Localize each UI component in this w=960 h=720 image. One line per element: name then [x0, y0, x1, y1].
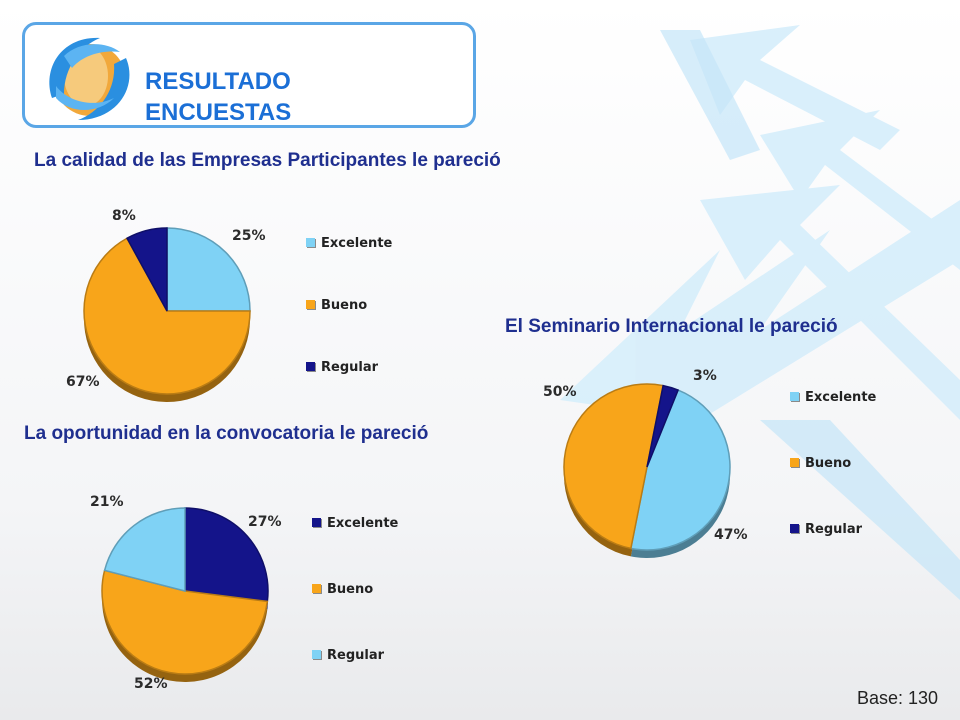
- legend-label: Bueno: [321, 298, 368, 313]
- chart-3-title: El Seminario Internacional le pareció: [505, 313, 885, 340]
- globe-logo-icon: [49, 37, 130, 120]
- legend-label: Regular: [321, 360, 379, 375]
- legend-label: Excelente: [805, 390, 877, 405]
- legend-swatch: [312, 650, 321, 659]
- pie-slice-bueno: [83, 237, 251, 395]
- chart-2-label-excelente: 27%: [248, 514, 282, 530]
- chart-1-label-excelente: 25%: [232, 228, 266, 244]
- legend-label: Bueno: [327, 582, 374, 597]
- chart-2-legend-item: Regular: [312, 648, 384, 663]
- legend-swatch: [306, 238, 315, 247]
- chart-2-label-bueno: 52%: [134, 676, 168, 692]
- page-title-line1: RESULTADO: [145, 68, 291, 95]
- pie-slice-regular: [125, 227, 168, 312]
- pie-chart-calidad: [83, 227, 251, 402]
- page-title: RESULTADO ENCUESTAS: [145, 66, 385, 128]
- pie-slice-bueno: [563, 383, 665, 550]
- chart-1-legend-item: Regular: [306, 360, 378, 375]
- legend-swatch: [312, 518, 321, 527]
- chart-3-label-bueno: 50%: [543, 384, 577, 400]
- legend-label: Bueno: [805, 456, 852, 471]
- chart-2-legend-item: Excelente: [312, 516, 398, 531]
- pie-chart-seminario: [563, 383, 731, 558]
- chart-1-label-regular: 8%: [112, 208, 136, 224]
- pie-chart-oportunidad: [101, 507, 269, 682]
- chart-1-legend-item: Bueno: [306, 298, 367, 313]
- legend-swatch: [312, 584, 321, 593]
- base-note: Base: 130: [857, 688, 939, 708]
- chart-2-label-regular: 21%: [90, 494, 124, 510]
- chart-2-title: La oportunidad en la convocatoria le par…: [24, 420, 464, 447]
- chart-3-label-regular: 3%: [693, 368, 717, 384]
- legend-swatch: [790, 524, 799, 533]
- pie-slice-excelente: [184, 507, 269, 603]
- chart-3-legend-item: Bueno: [790, 456, 851, 471]
- pie-slice-excelente: [629, 389, 731, 551]
- chart-3-label-excelente: 47%: [714, 527, 748, 543]
- legend-label: Excelente: [327, 516, 399, 531]
- chart-1-legend-item: Excelente: [306, 236, 392, 251]
- legend-swatch: [790, 458, 799, 467]
- chart-1-label-bueno: 67%: [66, 374, 100, 390]
- legend-label: Regular: [805, 522, 863, 537]
- chart-3-legend-item: Regular: [790, 522, 862, 537]
- legend-label: Regular: [327, 648, 385, 663]
- pie-slice-bueno: [101, 569, 269, 675]
- page-title-line2: ENCUESTAS: [145, 99, 292, 126]
- chart-2-legend-item: Bueno: [312, 582, 373, 597]
- chart-3-title-text: El Seminario Internacional le pareció: [505, 316, 838, 337]
- legend-swatch: [306, 300, 315, 309]
- chart-2-title-text: La oportunidad en la convocatoria le par…: [24, 423, 429, 444]
- legend-swatch: [306, 362, 315, 371]
- chart-1-title: La calidad de las Empresas Participantes…: [34, 147, 554, 174]
- legend-label: Excelente: [321, 236, 393, 251]
- pie-slice-regular: [103, 507, 186, 592]
- legend-swatch: [790, 392, 799, 401]
- pie-slice-regular: [646, 384, 680, 468]
- pie-slice-excelente: [166, 227, 251, 312]
- chart-3-legend-item: Excelente: [790, 390, 876, 405]
- chart-1-title-text: La calidad de las Empresas Participantes…: [34, 150, 501, 171]
